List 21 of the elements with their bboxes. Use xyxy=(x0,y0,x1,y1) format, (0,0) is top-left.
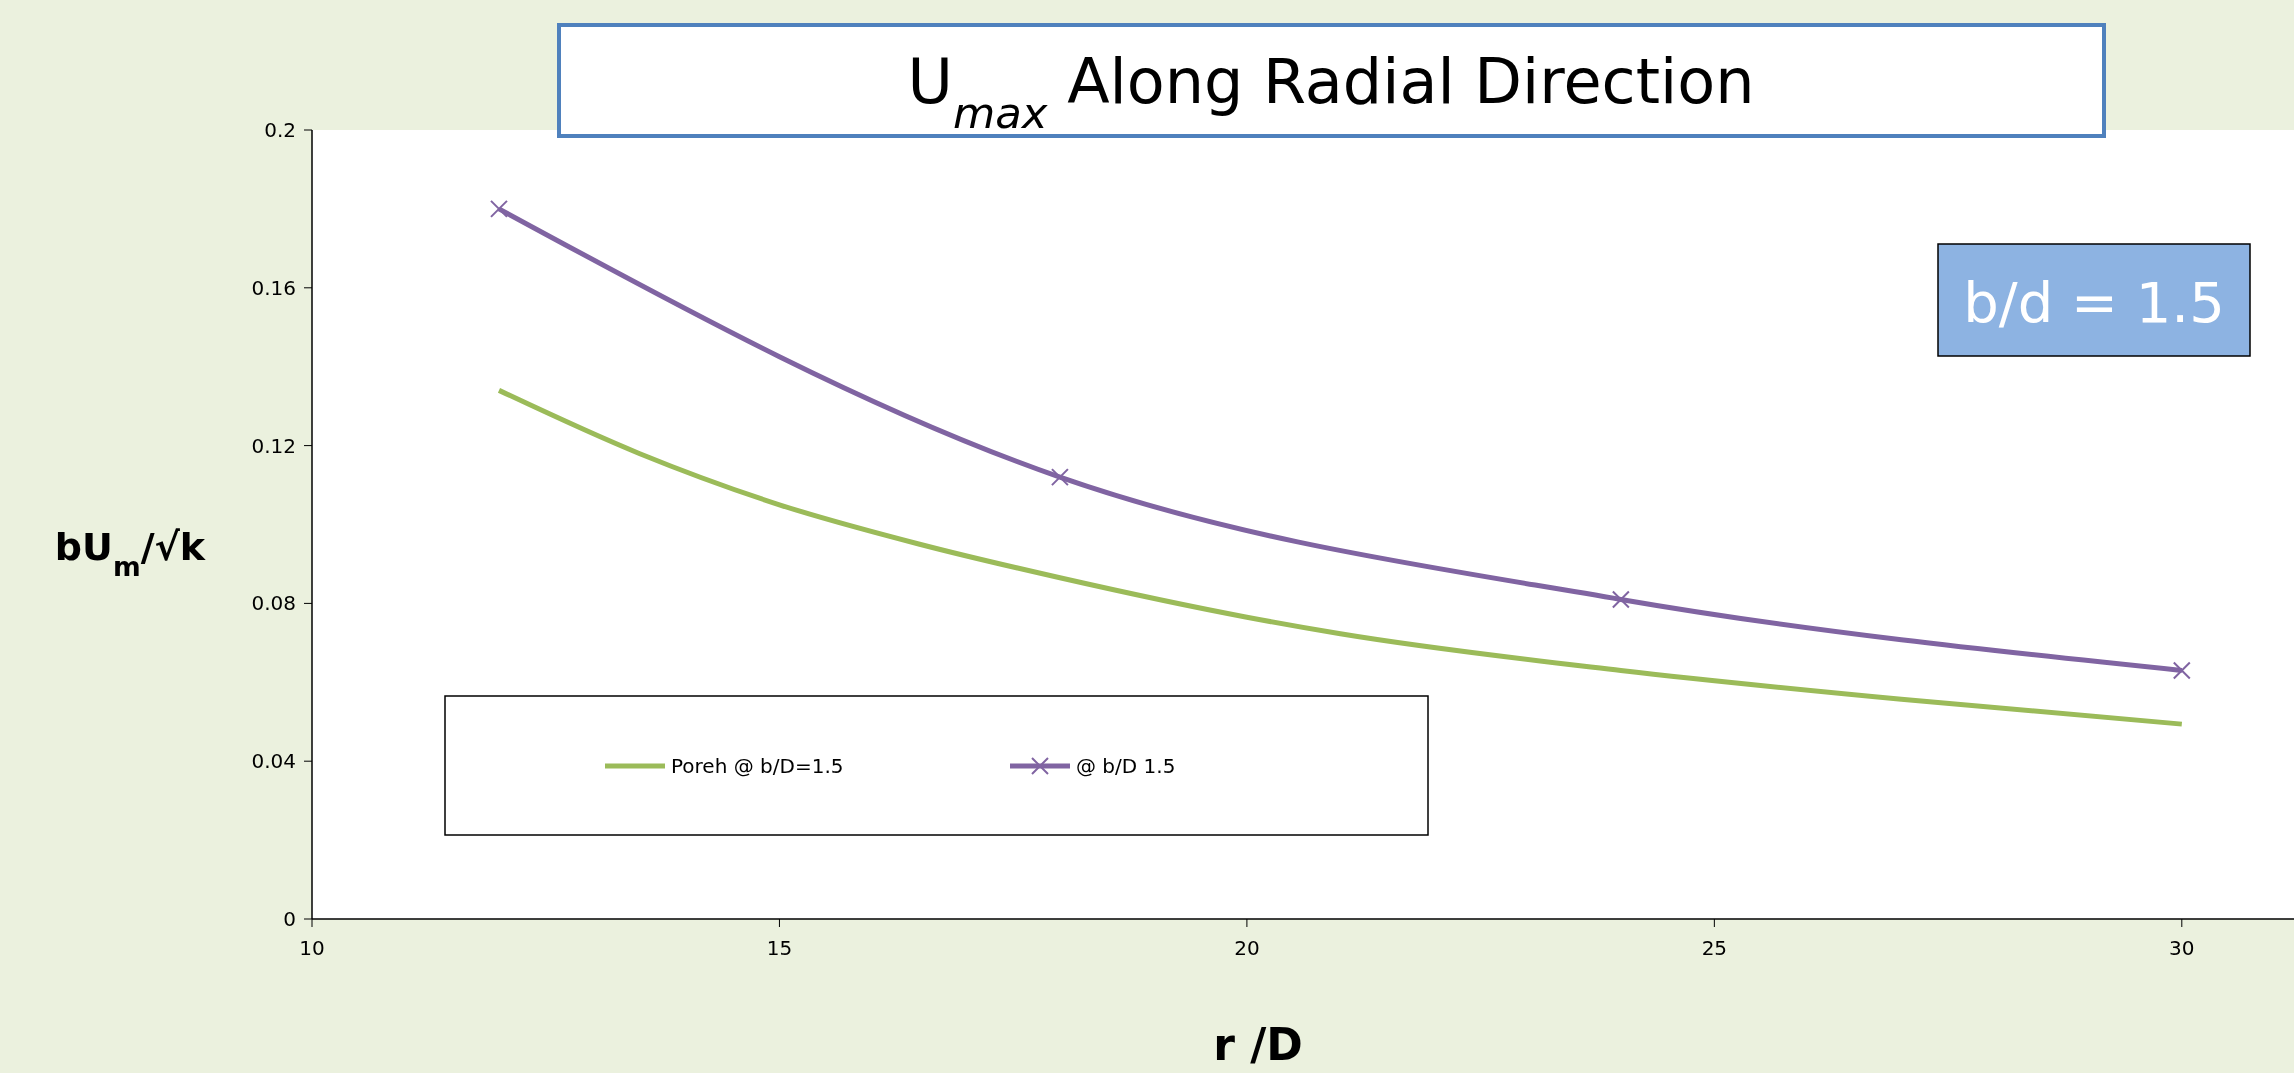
x-tick-label: 30 xyxy=(2169,936,2195,960)
x-tick-label: 20 xyxy=(1234,936,1260,960)
y-tick-label: 0.04 xyxy=(251,749,296,774)
x-tick-label: 25 xyxy=(1701,936,1728,960)
x-axis-title: r /D xyxy=(1213,1019,1303,1070)
y-tick-label: 0.08 xyxy=(251,591,296,616)
point xyxy=(2172,661,2191,680)
chart-title: U$_{max}$ Along Radial Direction xyxy=(907,45,1755,138)
x-tick-label: 15 xyxy=(766,936,793,960)
y-axis-title: bU$_{m}$/√k xyxy=(54,525,206,582)
x-tick-label: 10 xyxy=(299,936,325,960)
annotation: b/d = 1.5 xyxy=(1963,270,2225,335)
y-tick-label: 0 xyxy=(283,907,296,931)
y-tick-label: 0.2 xyxy=(264,118,296,142)
legend-label: @ b/D 1.5 xyxy=(1076,754,1176,778)
point xyxy=(1050,468,1069,487)
point xyxy=(489,199,508,218)
y-tick-label: 0.12 xyxy=(251,433,296,458)
y-tick-label: 0.16 xyxy=(251,275,296,300)
point xyxy=(1611,590,1630,609)
legend-label: Poreh @ b/D=1.5 xyxy=(671,754,844,778)
